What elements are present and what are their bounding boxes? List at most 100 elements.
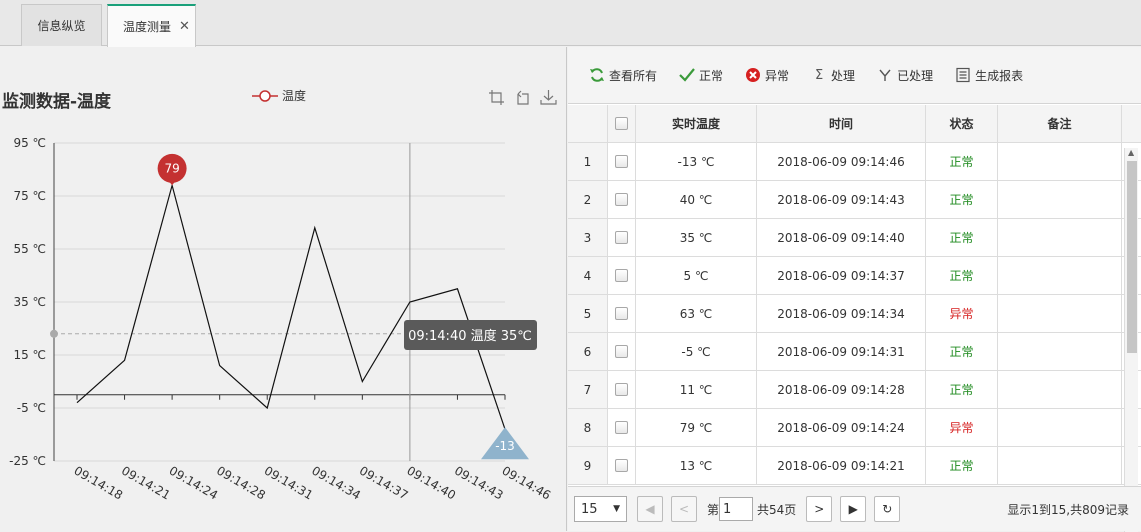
table-row[interactable]: 4 5 ℃ 2018-06-09 09:14:37 正常: [568, 257, 1141, 295]
tab-overview[interactable]: 信息纵览: [21, 4, 102, 46]
scroll-up-icon[interactable]: ▲: [1128, 148, 1135, 157]
row-number: 6: [568, 333, 608, 370]
row-select-cell: [608, 371, 636, 408]
tooltip-text: 09:14:40 温度 35℃: [408, 328, 532, 344]
time-cell: 2018-06-09 09:14:43: [757, 181, 926, 218]
tab-bar: 信息纵览 温度测量 ✕: [0, 0, 1141, 47]
page-number-input[interactable]: 1: [719, 497, 754, 521]
tab-temperature[interactable]: 温度测量 ✕: [107, 4, 196, 47]
x-tick-label: 09:14:46: [500, 463, 554, 502]
remark-cell[interactable]: [998, 257, 1122, 294]
remark-cell[interactable]: [998, 409, 1122, 446]
temperature-cell: -5 ℃: [636, 333, 757, 370]
remark-cell[interactable]: [998, 371, 1122, 408]
remark-cell[interactable]: [998, 447, 1122, 484]
column-header-status[interactable]: 状态: [926, 105, 998, 142]
row-number: 9: [568, 447, 608, 484]
table-row[interactable]: 3 35 ℃ 2018-06-09 09:14:40 正常: [568, 219, 1141, 257]
select-all-checkbox[interactable]: [615, 117, 628, 130]
record-info: 显示1到15,共809记录: [1007, 502, 1129, 517]
row-checkbox[interactable]: [615, 155, 628, 168]
status-cell: 正常: [926, 257, 998, 294]
remark-cell[interactable]: [998, 143, 1122, 180]
row-select-cell: [608, 333, 636, 370]
header-spacer: [1122, 105, 1141, 142]
refresh-icon: [589, 67, 605, 83]
min-marker-label: -13: [495, 439, 515, 453]
page-size-value: 15: [581, 501, 598, 517]
temperature-cell: 5 ℃: [636, 257, 757, 294]
table-row[interactable]: 7 11 ℃ 2018-06-09 09:14:28 正常: [568, 371, 1141, 409]
temperature-line-chart[interactable]: 95 ℃75 ℃55 ℃35 ℃15 ℃-5 ℃-25 ℃09:14:1809:…: [0, 47, 567, 531]
last-page-icon: ▶: [848, 502, 858, 516]
chart-tooltip: 09:14:40 温度 35℃: [404, 320, 537, 350]
y-tick-label: 55 ℃: [13, 242, 46, 256]
page-number-value: 1: [723, 501, 732, 517]
time-cell: 2018-06-09 09:14:46: [757, 143, 926, 180]
legend-line-icon: [252, 89, 278, 102]
row-select-cell: [608, 181, 636, 218]
max-marker: [157, 153, 187, 183]
row-number: 8: [568, 409, 608, 446]
row-checkbox[interactable]: [615, 383, 628, 396]
page-size-select[interactable]: 15 ▼: [574, 496, 627, 522]
zoom-icon[interactable]: [488, 89, 505, 106]
abnormal-filter-button[interactable]: 异常: [745, 67, 789, 84]
table-row[interactable]: 2 40 ℃ 2018-06-09 09:14:43 正常: [568, 181, 1141, 219]
table-row[interactable]: 9 13 ℃ 2018-06-09 09:14:21 正常: [568, 447, 1141, 485]
column-header-time[interactable]: 时间: [757, 105, 926, 142]
table-row[interactable]: 1 -13 ℃ 2018-06-09 09:14:46 正常: [568, 143, 1141, 181]
zoom-reset-icon[interactable]: [514, 89, 531, 106]
last-page-button[interactable]: ▶: [840, 496, 867, 522]
crosshair-handle: [50, 329, 58, 338]
column-header-temperature[interactable]: 实时温度: [636, 105, 757, 142]
tooltip-box: [404, 320, 537, 350]
row-select-cell: [608, 257, 636, 294]
time-cell: 2018-06-09 09:14:37: [757, 257, 926, 294]
row-checkbox[interactable]: [615, 231, 628, 244]
view-all-button[interactable]: 查看所有: [589, 67, 657, 84]
first-page-button[interactable]: ◀: [637, 496, 663, 522]
page-total: 共54页: [757, 502, 797, 517]
view-all-label: 查看所有: [609, 68, 658, 83]
row-checkbox[interactable]: [615, 307, 628, 320]
close-icon[interactable]: ✕: [179, 19, 190, 34]
processed-filter-button[interactable]: 已处理: [877, 67, 933, 84]
scroll-thumb[interactable]: [1127, 161, 1137, 353]
remark-cell[interactable]: [998, 181, 1122, 218]
grid-scrollbar[interactable]: ▲: [1124, 148, 1138, 532]
y-tick-label: -5 ℃: [17, 401, 46, 415]
process-button[interactable]: Σ 处理: [811, 67, 855, 84]
download-icon[interactable]: [540, 89, 557, 106]
remark-cell[interactable]: [998, 219, 1122, 256]
row-checkbox[interactable]: [615, 269, 628, 282]
row-checkbox[interactable]: [615, 193, 628, 206]
remark-cell[interactable]: [998, 333, 1122, 370]
row-checkbox[interactable]: [615, 345, 628, 358]
generate-report-button[interactable]: 生成报表: [955, 67, 1023, 84]
next-page-button[interactable]: >: [806, 496, 833, 522]
processed-filter-label: 已处理: [897, 68, 934, 83]
time-cell: 2018-06-09 09:14:34: [757, 295, 926, 332]
row-checkbox[interactable]: [615, 459, 628, 472]
time-cell: 2018-06-09 09:14:21: [757, 447, 926, 484]
remark-cell[interactable]: [998, 295, 1122, 332]
row-number-header: [568, 105, 608, 142]
chart-legend[interactable]: 温度: [252, 87, 306, 104]
temperature-cell: -13 ℃: [636, 143, 757, 180]
time-cell: 2018-06-09 09:14:24: [757, 409, 926, 446]
page-prefix: 第: [707, 502, 720, 517]
reload-button[interactable]: ↻: [874, 496, 901, 522]
prev-page-button[interactable]: <: [671, 496, 697, 522]
normal-filter-button[interactable]: 正常: [679, 67, 723, 84]
column-header-remark[interactable]: 备注: [998, 105, 1122, 142]
temperature-cell: 13 ℃: [636, 447, 757, 484]
table-row[interactable]: 5 63 ℃ 2018-06-09 09:14:34 异常: [568, 295, 1141, 333]
row-checkbox[interactable]: [615, 421, 628, 434]
status-cell: 正常: [926, 333, 998, 370]
table-row[interactable]: 6 -5 ℃ 2018-06-09 09:14:31 正常: [568, 333, 1141, 371]
table-row[interactable]: 8 79 ℃ 2018-06-09 09:14:24 异常: [568, 409, 1141, 447]
x-tick-label: 09:14:18: [72, 463, 126, 502]
dropdown-arrow-icon: ▼: [613, 504, 620, 514]
x-tick-label: 09:14:21: [119, 463, 173, 502]
